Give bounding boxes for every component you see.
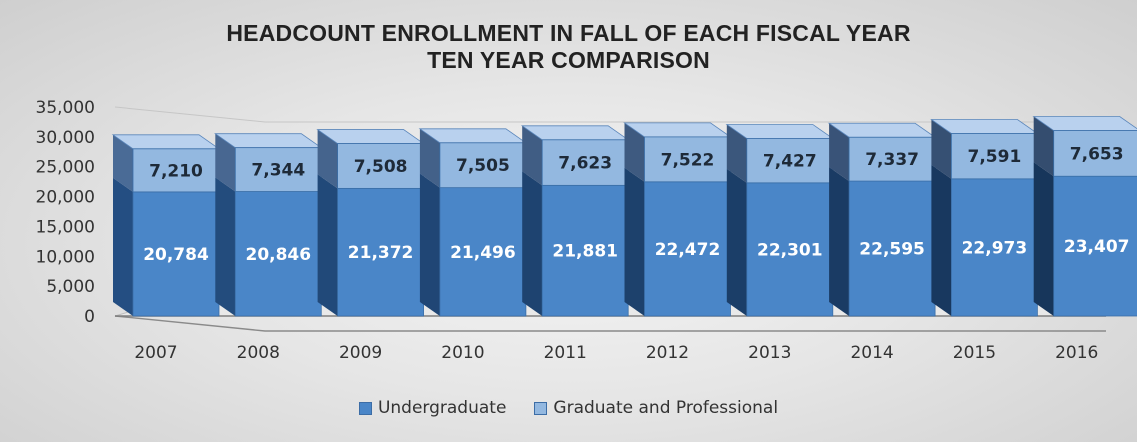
x-tick-label: 2014 — [850, 343, 893, 363]
x-tick-label: 2015 — [953, 343, 996, 363]
bar-side-undergraduate — [419, 173, 440, 316]
x-tick-label: 2012 — [646, 343, 689, 363]
data-label-undergraduate: 20,846 — [245, 245, 311, 265]
bar-side-undergraduate — [829, 167, 850, 316]
data-label-graduate: 7,344 — [251, 161, 305, 181]
bar-side-undergraduate — [113, 177, 133, 316]
bar-graduate — [337, 143, 425, 189]
bar-side-graduate — [829, 123, 850, 182]
bar-graduate — [541, 139, 629, 186]
data-label-undergraduate: 22,973 — [962, 238, 1028, 258]
data-label-undergraduate: 22,301 — [757, 240, 823, 260]
bar-graduate — [951, 133, 1038, 180]
bar-side-undergraduate — [1033, 162, 1054, 316]
bar-undergraduate — [1053, 175, 1137, 317]
y-tick-label: 25,000 — [36, 158, 95, 178]
legend-label-undergraduate: Undergraduate — [377, 398, 507, 418]
data-label-graduate: 7,210 — [149, 161, 203, 181]
data-label-graduate: 7,505 — [456, 156, 510, 176]
data-label-undergraduate: 21,372 — [348, 243, 414, 263]
bar-graduate — [234, 147, 322, 192]
legend-label-graduate-professional: Graduate and Professional — [553, 398, 779, 418]
bar-side-graduate — [726, 124, 747, 183]
bar-side-undergraduate — [215, 177, 236, 316]
y-tick-label: 0 — [84, 307, 95, 327]
bar-side-graduate — [215, 133, 236, 192]
bar-side-undergraduate — [931, 164, 952, 316]
x-tick-label: 2008 — [237, 343, 280, 363]
chart-title-line-2: TEN YEAR COMPARISON — [427, 47, 710, 73]
y-tick-label: 35,000 — [36, 98, 95, 118]
x-tick-label: 2013 — [748, 343, 791, 363]
bar-graduate — [644, 136, 731, 183]
bar-side-graduate — [624, 122, 645, 182]
gridline — [114, 106, 1106, 123]
data-label-undergraduate: 23,407 — [1064, 237, 1130, 257]
x-tick-label: 2009 — [339, 343, 382, 363]
x-tick-label: 2010 — [441, 343, 484, 363]
data-label-graduate: 7,522 — [661, 150, 715, 170]
bar-undergraduate — [644, 181, 731, 317]
y-tick-label: 20,000 — [36, 188, 95, 208]
bar-graduate — [439, 142, 527, 189]
bar-graduate — [848, 136, 936, 182]
data-label-undergraduate: 21,881 — [552, 242, 618, 262]
chart-title: HEADCOUNT ENROLLMENT IN FALL OF EACH FIS… — [0, 20, 1137, 74]
x-tick-label: 2016 — [1055, 343, 1098, 363]
bar-undergraduate — [746, 182, 834, 317]
y-tick-label: 5,000 — [46, 277, 95, 297]
data-label-graduate: 7,508 — [354, 157, 408, 177]
data-label-undergraduate: 20,784 — [143, 245, 209, 265]
bar-side-graduate — [317, 129, 338, 189]
bar-side-graduate — [1033, 116, 1054, 177]
bar-graduate — [1053, 130, 1137, 177]
chart-legend: Undergraduate Graduate and Professional — [0, 398, 1137, 418]
bar-side-undergraduate — [522, 171, 543, 316]
bar-undergraduate — [439, 187, 527, 317]
data-label-graduate: 7,591 — [968, 147, 1022, 167]
data-label-graduate: 7,427 — [763, 152, 817, 172]
x-tick-label: 2007 — [134, 343, 177, 363]
chart-title-line-1: HEADCOUNT ENROLLMENT IN FALL OF EACH FIS… — [226, 20, 911, 46]
data-label-undergraduate: 21,496 — [450, 243, 516, 263]
data-label-graduate: 7,653 — [1070, 144, 1124, 164]
y-tick-label: 30,000 — [36, 128, 95, 148]
bar-side-undergraduate — [624, 167, 645, 316]
bar-undergraduate — [951, 178, 1038, 317]
legend-swatch-undergraduate — [358, 401, 372, 415]
bar-side-graduate — [931, 119, 952, 179]
bar-undergraduate — [848, 180, 936, 317]
gridline — [114, 315, 1106, 332]
bar-side-graduate — [522, 125, 543, 186]
y-tick-label: 15,000 — [36, 217, 95, 237]
bar-side-undergraduate — [726, 168, 747, 316]
data-label-undergraduate: 22,595 — [859, 240, 925, 260]
legend-item-undergraduate: Undergraduate — [358, 398, 507, 418]
bar-side-graduate — [419, 128, 440, 188]
legend-swatch-graduate-professional — [534, 401, 548, 415]
data-label-graduate: 7,623 — [558, 154, 612, 174]
data-label-undergraduate: 22,472 — [655, 240, 721, 260]
bar-graduate — [746, 138, 834, 184]
legend-item-graduate-professional: Graduate and Professional — [534, 398, 778, 418]
bar-side-graduate — [113, 134, 133, 192]
bar-side-undergraduate — [317, 174, 338, 316]
x-tick-label: 2011 — [544, 343, 587, 363]
data-label-graduate: 7,337 — [865, 150, 919, 170]
y-tick-label: 10,000 — [36, 247, 95, 267]
